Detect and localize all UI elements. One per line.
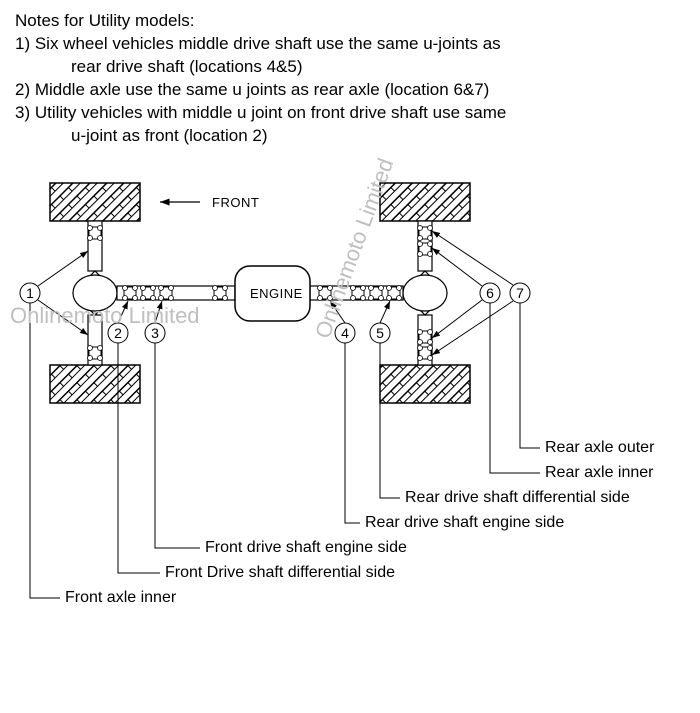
notes-line1b: rear drive shaft (locations 4&5) [15,56,685,79]
num-3: 3 [146,325,164,341]
label-rear-axle-inner: Rear axle inner [545,464,654,482]
front-drive-shaft [117,285,235,300]
rear-drive-shaft [310,285,403,300]
notes-line3b: u-joint as front (location 2) [15,125,685,148]
num-6: 6 [481,285,499,301]
notes-line2: 2) Middle axle use the same u joints as … [15,79,685,102]
front-direction-label: FRONT [212,195,259,210]
label-rear-engine-side: Rear drive shaft engine side [365,514,564,532]
notes-block: Notes for Utility models: 1) Six wheel v… [0,0,700,153]
diagram-svg [0,153,700,713]
drivetrain-diagram: FRONT ENGINE 1 2 3 4 5 6 7 Rear axle out… [0,153,700,713]
front-differential [73,271,117,315]
label-rear-diff-side: Rear drive shaft differential side [405,489,630,507]
label-front-diff-side: Front Drive shaft differential side [165,564,395,582]
label-front-axle-inner: Front axle inner [65,589,176,607]
notes-title: Notes for Utility models: [15,10,685,33]
num-7: 7 [511,285,529,301]
engine-label: ENGINE [250,286,303,301]
notes-line3a: 3) Utility vehicles with middle u joint … [15,102,685,125]
rear-differential [403,271,447,315]
num-5: 5 [371,325,389,341]
label-front-engine-side: Front drive shaft engine side [205,539,407,557]
label-rear-axle-outer: Rear axle outer [545,439,654,457]
num-4: 4 [336,325,354,341]
num-1: 1 [21,285,39,301]
num-2: 2 [109,325,127,341]
notes-line1a: 1) Six wheel vehicles middle drive shaft… [15,33,685,56]
